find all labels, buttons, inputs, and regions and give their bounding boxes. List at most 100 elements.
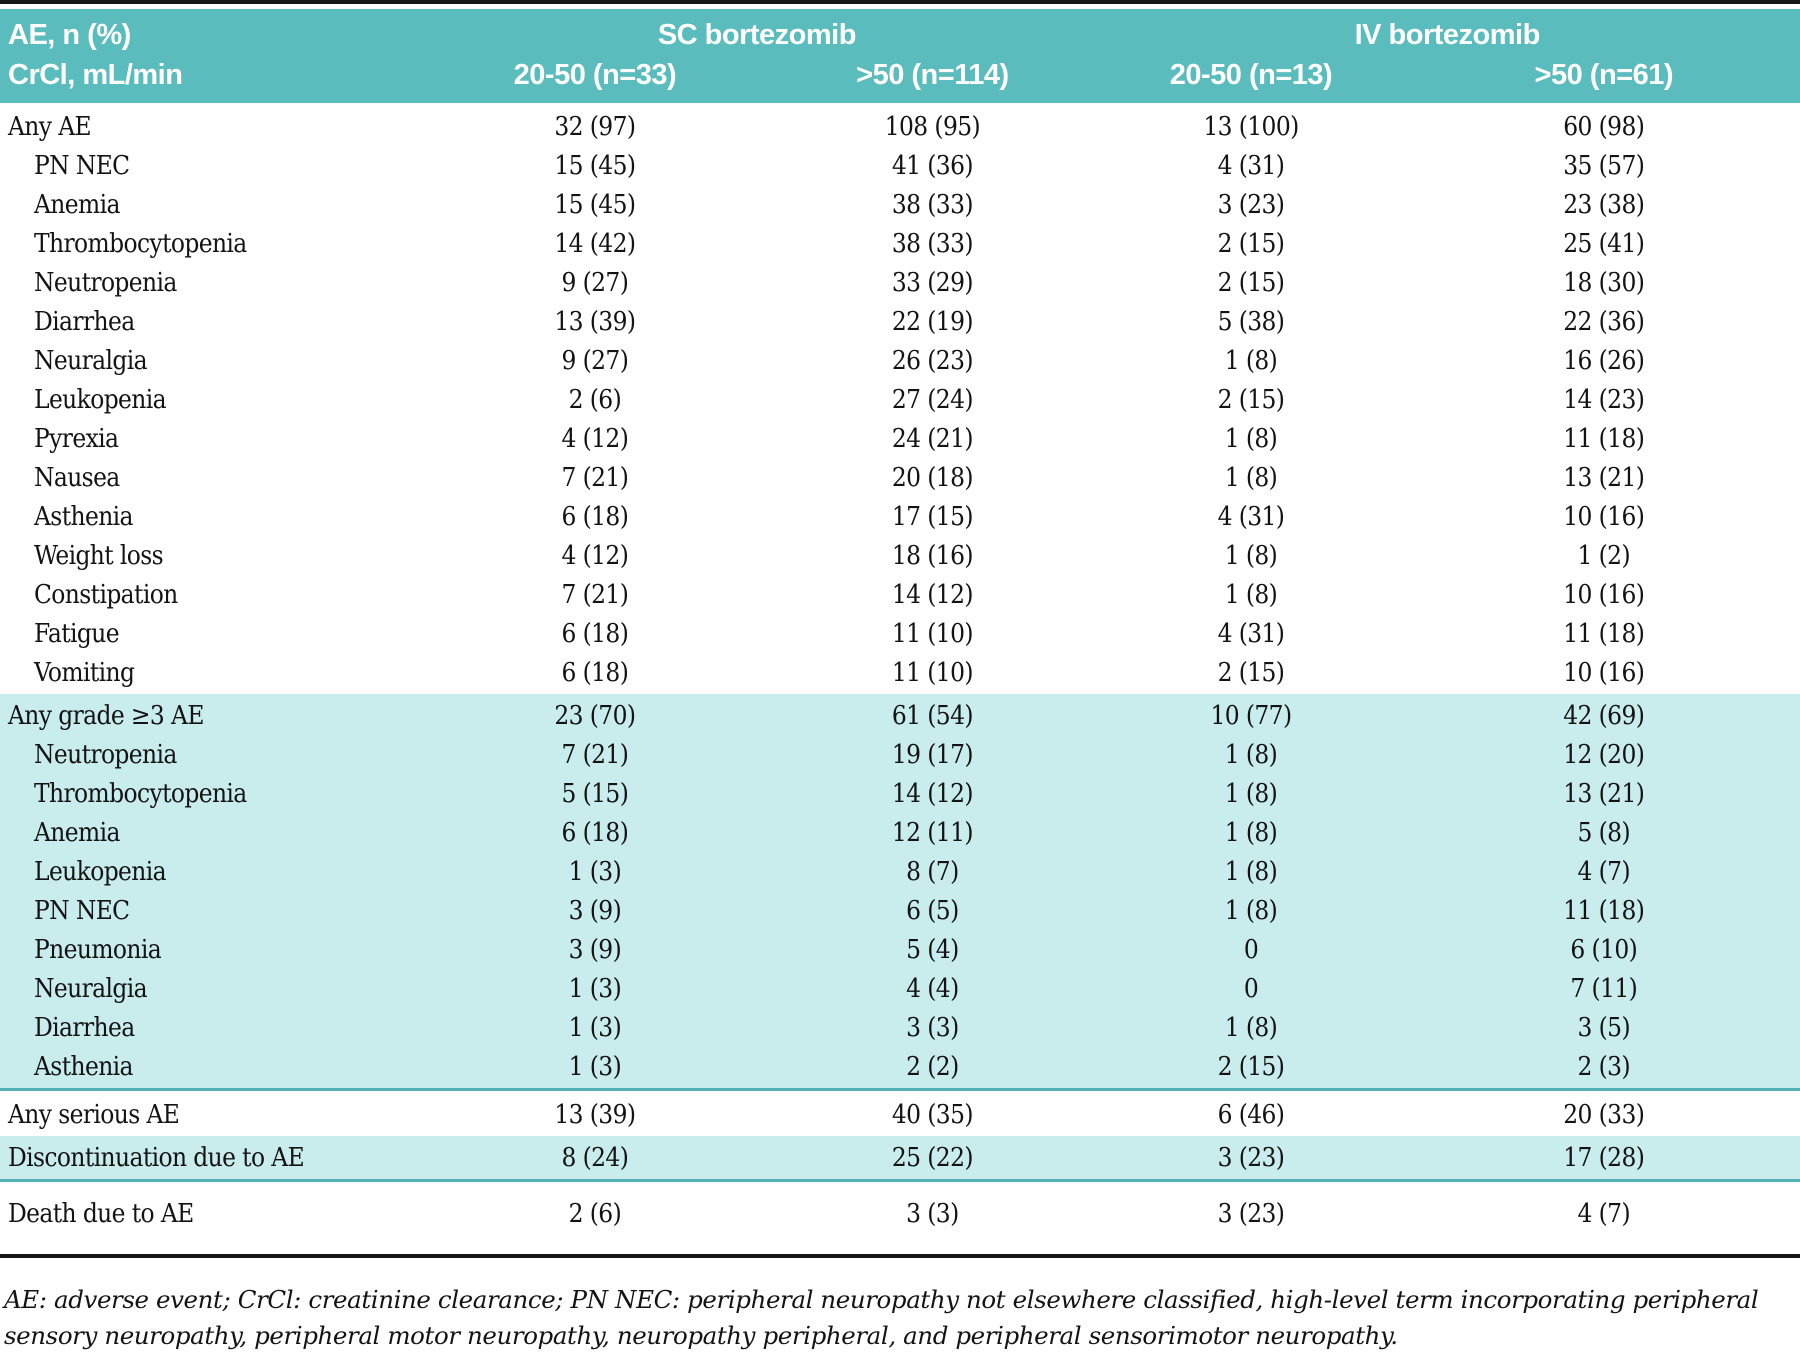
cell-value: 11 (18) [1563,895,1645,926]
cell-value: 60 (98) [1563,111,1645,142]
cell-value: 10 (16) [1563,657,1645,688]
cell-value: 38 (33) [891,228,974,259]
cell-value: 1 (3) [568,973,622,1004]
cell-value: 1 (2) [1577,540,1631,571]
cell-value: 7 (21) [561,579,629,610]
table-row: Any serious AE 13 (39) 40 (35) 6 (46) 20 (33… [0,1095,1800,1134]
cell-value: 11 (18) [1563,423,1645,454]
table-row: Death due to AE 2 (6) 3 (3) 3 (23) 4 (7) [0,1186,1800,1242]
cell-value: 5 (4) [906,934,959,965]
table-row: Vomiting 6 (18) 11 (10) 2 (15) 10 (16) [0,653,1800,692]
table-row: Thrombocytopenia 5 (15) 14 (12) 1 (8) 13 (21… [0,774,1800,813]
row-label: Thrombocytopenia [34,778,247,809]
cell-value: 25 (22) [891,1142,974,1173]
cell-value: 15 (45) [554,189,636,220]
cell-value: 13 (39) [554,1099,636,1130]
cell-value: 1 (8) [1224,345,1278,376]
table-row: Neuralgia 1 (3) 4 (4) 0 7 (11) [0,969,1800,1008]
cell-value: 9 (27) [561,267,629,298]
cell-value: 6 (18) [561,817,629,848]
row-label: Any serious AE [8,1099,180,1130]
cell-value: 1 (8) [1224,895,1278,926]
cell-value: 0 [1243,934,1259,965]
table-row: Asthenia 1 (3) 2 (2) 2 (15) 2 (3) [0,1047,1800,1086]
table-row: Any AE 32 (97) 108 (95) 13 (100) 60 (98) [0,107,1800,146]
cell-value: 2 (3) [1577,1051,1631,1082]
cell-value: 1 (8) [1224,817,1278,848]
header-group-iv: IV bortezomib [1354,19,1541,51]
cell-value: 1 (8) [1224,778,1278,809]
table-row: Diarrhea 13 (39) 22 (19) 5 (38) 22 (36) [0,302,1800,341]
cell-value: 3 (3) [906,1199,959,1229]
row-label: Neutropenia [34,267,177,298]
cell-value: 8 (7) [906,856,959,887]
cell-value: 2 (6) [568,1199,622,1229]
cell-value: 23 (38) [1563,189,1645,220]
cell-value: 32 (97) [554,111,636,142]
row-label: Anemia [34,189,120,220]
cell-value: 25 (41) [1563,228,1645,259]
cell-value: 4 (31) [1217,150,1285,181]
table-header: AE, n (%) CrCl, mL/min SC bortezomib IV … [0,9,1800,103]
cell-value: 19 (17) [891,739,974,770]
table-body: Any AE 32 (97) 108 (95) 13 (100) 60 (98) PN N… [0,103,1800,1244]
cell-value: 4 (12) [561,423,629,454]
cell-value: 38 (33) [891,189,974,220]
cell-value: 1 (8) [1224,540,1278,571]
cell-value: 2 (15) [1217,1051,1285,1082]
cell-value: 108 (95) [884,111,981,142]
cell-value: 12 (20) [1563,739,1645,770]
row-label: Anemia [34,817,120,848]
cell-value: 27 (24) [891,384,974,415]
cell-value: 1 (3) [568,1051,622,1082]
cell-value: 11 (10) [891,657,974,688]
row-label: Thrombocytopenia [34,228,247,259]
row-label: Neutropenia [34,739,177,770]
row-label: Any AE [8,111,92,142]
bottom-rule [0,1254,1800,1258]
row-label: Leukopenia [34,856,167,887]
table-section-grade3-ae: Any grade ≥3 AE 23 (70) 61 (54) 10 (77) 42 (… [0,694,1800,1091]
table-row: Neuralgia 9 (27) 26 (23) 1 (8) 16 (26) [0,341,1800,380]
table-row: Leukopenia 1 (3) 8 (7) 1 (8) 4 (7) [0,852,1800,891]
cell-value: 3 (9) [568,895,622,926]
cell-value: 1 (3) [568,856,622,887]
cell-value: 3 (3) [906,1012,959,1043]
cell-value: 1 (8) [1224,856,1278,887]
cell-value: 40 (35) [891,1099,974,1130]
cell-value: 20 (33) [1563,1099,1645,1130]
cell-value: 11 (10) [891,618,974,649]
cell-value: 7 (21) [561,462,629,493]
cell-value: 22 (19) [891,306,974,337]
cell-value: 33 (29) [891,267,974,298]
cell-value: 13 (21) [1563,462,1645,493]
cell-value: 3 (23) [1217,189,1285,220]
header-group-sc: SC bortezomib [657,19,857,51]
table-row: PN NEC 3 (9) 6 (5) 1 (8) 11 (18) [0,891,1800,930]
table-row: Anemia 15 (45) 38 (33) 3 (23) 23 (38) [0,185,1800,224]
row-label: Discontinuation due to AE [8,1142,305,1173]
table-row: Neutropenia 7 (21) 19 (17) 1 (8) 12 (20) [0,735,1800,774]
cell-value: 14 (12) [891,579,974,610]
cell-value: 9 (27) [561,345,629,376]
table-section-any-ae: Any AE 32 (97) 108 (95) 13 (100) 60 (98) PN N… [0,103,1800,694]
table-section-death: Death due to AE 2 (6) 3 (3) 3 (23) 4 (7) [0,1182,1800,1244]
table-row: Neutropenia 9 (27) 33 (29) 2 (15) 18 (30) [0,263,1800,302]
table-row: Anemia 6 (18) 12 (11) 1 (8) 5 (8) [0,813,1800,852]
cell-value: 11 (18) [1563,618,1645,649]
cell-value: 6 (18) [561,657,629,688]
row-label: Asthenia [34,1051,133,1082]
cell-value: 1 (8) [1224,462,1278,493]
cell-value: 4 (31) [1217,501,1285,532]
cell-value: 3 (5) [1577,1012,1631,1043]
cell-value: 41 (36) [891,150,974,181]
cell-value: 12 (11) [891,817,974,848]
row-label: Any grade ≥3 AE [8,700,204,731]
cell-value: 6 (18) [561,618,629,649]
table-section-discontinuation: Discontinuation due to AE 8 (24) 25 (22) 3 … [0,1136,1800,1182]
cell-value: 13 (21) [1563,778,1645,809]
cell-value: 26 (23) [891,345,974,376]
table-row: Asthenia 6 (18) 17 (15) 4 (31) 10 (16) [0,497,1800,536]
cell-value: 18 (30) [1563,267,1645,298]
cell-value: 13 (100) [1203,111,1299,142]
